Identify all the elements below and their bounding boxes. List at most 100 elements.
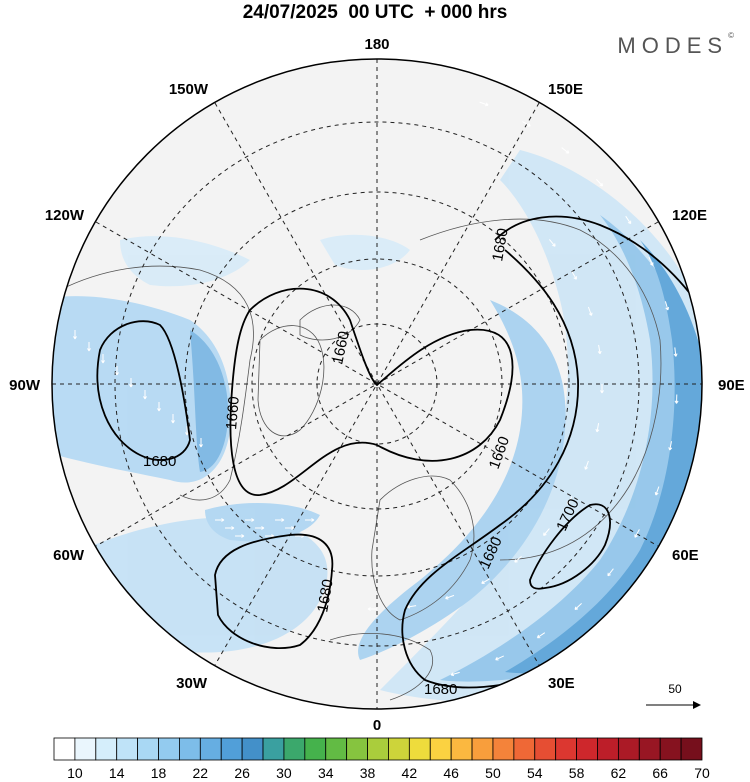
jet-western-core	[190, 330, 229, 472]
contour-1660-central	[229, 287, 514, 496]
lon-label-0: 0	[373, 717, 381, 734]
contour-label: 1680	[489, 227, 512, 263]
contour-1680-atlantic	[214, 533, 334, 649]
lon-label-120e: 120E	[672, 207, 707, 224]
colorbar-box	[137, 737, 159, 761]
colorbar-tick-label: 30	[276, 765, 292, 781]
reference-vector-label: 50	[668, 682, 682, 696]
colorbar-box	[638, 737, 661, 761]
height-contours	[96, 215, 696, 689]
contour-1680-northeast	[494, 215, 696, 301]
contour-label: 1660	[223, 396, 243, 431]
longitude-labels: 180 0 90W 90E 150W 150E 120W 120E 60W 60…	[9, 36, 745, 734]
wind-arrow-icon	[143, 390, 147, 400]
wind-arrow-icon	[235, 534, 245, 538]
reference-vector: 50	[646, 682, 701, 709]
wind-arrow-icon	[674, 394, 679, 404]
wind-arrow-icon	[561, 147, 570, 154]
colorbar-tick-label: 34	[318, 765, 334, 781]
colorbar-box	[74, 737, 97, 761]
wind-arrow-icon	[654, 486, 660, 496]
contour-label: 1680	[314, 578, 337, 614]
wind-arrow-icon	[479, 101, 489, 107]
colorbar-tick-label: 26	[234, 765, 250, 781]
wind-arrow-icon	[215, 518, 225, 522]
colorbar-tick-label: 18	[151, 765, 167, 781]
colorbar-box	[429, 737, 452, 761]
wind-arrow-icon	[536, 632, 546, 639]
colorbar-box	[576, 737, 598, 761]
contour-1680-east	[401, 249, 579, 689]
colorbar-box	[492, 737, 515, 761]
wind-arrow-icon	[596, 179, 603, 187]
colorbar-tick-label: 14	[109, 765, 125, 781]
wind-arrow-icon	[625, 215, 632, 225]
lon-label-180: 180	[364, 36, 389, 53]
colorbar-box	[53, 737, 76, 761]
colorbar-box	[241, 737, 264, 761]
wind-arrow-icon	[587, 306, 593, 316]
map-border	[51, 58, 703, 710]
coast-arctic-islands	[299, 304, 361, 341]
colorbar: 10 14 18 22 26 30 34 38 42 46 50 54 58 62 66 70	[53, 737, 710, 781]
wind-arrow-icon	[522, 121, 531, 127]
wind-arrow-icon	[445, 594, 455, 600]
colorbar-tick-label: 70	[694, 765, 710, 781]
wind-arrow-icon	[225, 526, 235, 530]
colorbar-tick-label: 10	[67, 765, 83, 781]
colorbar-box	[116, 737, 139, 761]
jet-north-atlantic-patch	[205, 503, 320, 542]
colorbar-tick-label: 66	[652, 765, 668, 781]
wind-arrow-icon	[495, 655, 505, 661]
wind-arrow-icon	[597, 344, 602, 355]
colorbar-box	[408, 737, 431, 761]
lon-label-60e: 60E	[672, 547, 699, 564]
wind-arrow-icon	[199, 438, 203, 448]
lon-label-120w: 120W	[45, 207, 85, 224]
coast-greenland	[257, 325, 325, 437]
colorbar-box	[367, 737, 389, 761]
wind-arrow-icon	[367, 607, 377, 611]
colorbar-tick-labels: 10 14 18 22 26 30 34 38 42 46 50 54 58 62 66 70	[67, 765, 710, 781]
colorbar-tick-label: 58	[569, 765, 585, 781]
wind-arrow-icon	[87, 342, 91, 352]
lon-label-30w: 30W	[176, 675, 208, 692]
wind-arrow-icon	[574, 603, 582, 610]
colorbar-box	[617, 737, 640, 761]
colorbar-box	[388, 737, 410, 761]
wind-arrow-icon	[514, 556, 522, 563]
wind-arrow-icon	[571, 271, 577, 280]
polar-stereographic-map: 1660 1660 1660 1680 1680 1680 1680 1680 …	[9, 36, 745, 734]
colorbar-box	[158, 737, 180, 761]
wind-arrow-icon	[648, 256, 654, 266]
wind-arrow-icon	[129, 378, 133, 388]
coast-africa-top	[329, 633, 433, 701]
jet-western-band	[52, 296, 231, 483]
wind-arrow-icon	[600, 384, 604, 394]
colorbar-tick-label: 22	[193, 765, 209, 781]
wind-arrow-icon	[664, 301, 670, 311]
wind-arrow-icon	[305, 518, 315, 522]
colorbar-boxes	[53, 737, 703, 761]
wind-arrow-icon	[285, 526, 295, 530]
lon-label-150e: 150E	[548, 81, 583, 98]
lon-label-150w: 150W	[169, 81, 209, 98]
lon-label-60w: 60W	[53, 547, 85, 564]
colorbar-tick-label: 38	[360, 765, 376, 781]
contour-label: 1680	[424, 681, 457, 698]
colorbar-box	[534, 737, 557, 761]
colorbar-box	[597, 737, 619, 761]
wind-arrow-icon	[73, 330, 77, 340]
colorbar-box	[199, 737, 222, 761]
colorbar-box	[283, 737, 306, 761]
contour-label-group: 1660 1660 1660 1680 1680 1680 1680 1680 …	[143, 227, 583, 698]
lat-circle-60	[184, 191, 570, 577]
contour-label: 1660	[329, 330, 353, 366]
map-disk	[52, 59, 702, 709]
wind-arrow-icon	[634, 529, 640, 538]
wind-vectors	[73, 101, 679, 677]
wind-arrow-icon	[481, 578, 490, 584]
colorbar-box	[659, 737, 682, 761]
wind-arrow-icon	[668, 441, 673, 451]
colorbar-box	[346, 737, 368, 761]
